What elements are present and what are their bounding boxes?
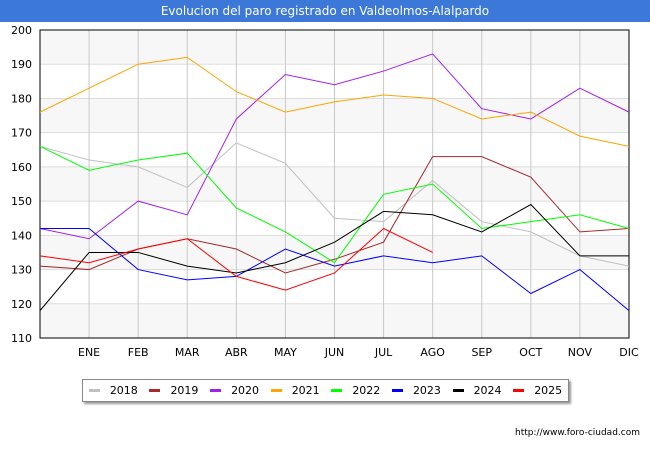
series-line-2023 [40, 227, 630, 312]
x-tick-label: MAR [175, 346, 200, 359]
x-tick-label: DIC [619, 346, 639, 359]
y-tick-label: 130 [11, 264, 32, 277]
series-line-2018 [39, 142, 630, 267]
x-tick-label: JUL [374, 346, 393, 359]
y-tick-label: 150 [11, 195, 32, 208]
legend-label: 2021 [291, 384, 320, 397]
legend-swatch [88, 389, 100, 392]
y-tick-label: 190 [11, 58, 32, 71]
legend-swatch [331, 389, 343, 392]
legend-item-2024: 2024 [452, 384, 502, 397]
x-tick-label: OCT [519, 346, 542, 359]
series-line-2022 [39, 145, 630, 264]
x-tick-label: FEB [128, 346, 149, 359]
x-tick-label: MAY [274, 346, 297, 359]
legend-label: 2023 [412, 384, 441, 397]
legend-swatch [210, 389, 222, 392]
legend-label: 2024 [473, 384, 502, 397]
legend-label: 2022 [352, 384, 381, 397]
y-tick-label: 140 [11, 229, 32, 242]
legend-swatch [149, 389, 161, 392]
legend-label: 2025 [534, 384, 563, 397]
y-tick-label: 170 [11, 127, 32, 140]
legend-swatch [270, 389, 282, 392]
legend-item-2020: 2020 [210, 384, 259, 397]
legend: 2018 2019 2020 2021 2022 2023 2024 2025 [82, 379, 569, 402]
legend-item-2023: 2023 [391, 384, 441, 397]
x-tick-label: ENE [78, 346, 100, 359]
series-line-2024 [39, 203, 629, 311]
legend-item-2019: 2019 [149, 384, 198, 397]
y-tick-label: 110 [11, 332, 32, 345]
x-tick-label: SEP [471, 346, 492, 359]
legend-swatch [452, 389, 464, 392]
y-tick-label: 180 [11, 92, 32, 105]
series-line-2025 [39, 227, 433, 291]
legend-item-2022: 2022 [331, 384, 380, 397]
legend-label: 2019 [170, 384, 199, 397]
y-tick-label: 120 [11, 298, 32, 311]
legend-label: 2020 [231, 384, 260, 397]
legend-swatch [391, 389, 403, 392]
legend-item-2025: 2025 [513, 384, 562, 397]
source-url[interactable]: http://www.foro-ciudad.com [515, 428, 640, 438]
x-tick-label: AGO [420, 346, 445, 359]
x-tick-label: ABR [225, 346, 248, 359]
legend-swatch [513, 389, 525, 392]
legend-item-2018: 2018 [88, 384, 138, 397]
y-tick-label: 160 [11, 161, 32, 174]
series-line-2020 [39, 53, 630, 240]
plot-border [39, 29, 630, 339]
legend-item-2021: 2021 [270, 384, 320, 397]
x-tick-label: JUN [324, 346, 345, 359]
x-tick-label: NOV [568, 346, 593, 359]
y-tick-label: 200 [11, 24, 32, 37]
legend-label: 2018 [109, 384, 138, 397]
series-line-2021 [39, 56, 630, 147]
chart-title: Evolucion del paro registrado en Valdeol… [0, 0, 650, 22]
